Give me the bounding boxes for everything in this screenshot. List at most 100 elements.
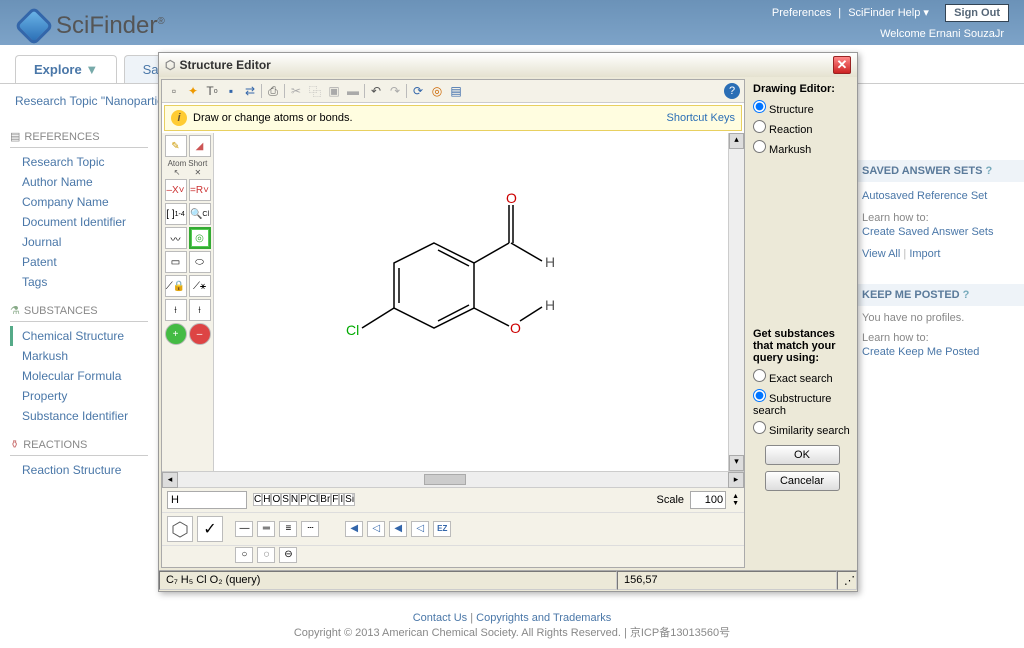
pencil-tool[interactable]: ✎ (165, 135, 187, 157)
sidebar-item-patent[interactable]: Patent (10, 252, 148, 272)
print-icon[interactable]: ⎙ (265, 83, 281, 99)
sidebar-item-substance-identifier[interactable]: Substance Identifier (10, 406, 148, 426)
mirror-h-tool[interactable]: ⟊ (189, 299, 211, 321)
match-option-0[interactable]: Exact search (753, 367, 851, 387)
lasso-rect-tool[interactable]: ▭ (165, 251, 187, 273)
lasso-free-tool[interactable]: ⬭ (189, 251, 211, 273)
new-icon[interactable]: ▫ (166, 83, 182, 99)
match-option-2[interactable]: Similarity search (753, 419, 851, 439)
sidebar-item-research-topic[interactable]: Research Topic (10, 152, 148, 172)
paste-icon[interactable]: ▣ (326, 83, 342, 99)
eraser-tool[interactable]: ◢ (189, 135, 211, 157)
search-ci-tool[interactable]: 🔍Cl (189, 203, 211, 225)
style-toggle[interactable]: ✓ (197, 516, 223, 542)
lock-tool[interactable]: ⟋🔒 (165, 275, 187, 297)
view-all-link[interactable]: View All (862, 246, 900, 262)
sidebar-item-journal[interactable]: Journal (10, 232, 148, 252)
delete-icon[interactable]: ▬ (345, 83, 361, 99)
logo[interactable]: SciFinder® (20, 12, 165, 40)
sidebar-item-property[interactable]: Property (10, 386, 148, 406)
x-tool[interactable]: –X˅ (165, 179, 187, 201)
text-icon[interactable]: To (204, 83, 220, 99)
sidebar-item-tags[interactable]: Tags (10, 272, 148, 292)
sidebar-item-company-name[interactable]: Company Name (10, 192, 148, 212)
scale-input[interactable] (690, 491, 726, 509)
drawing-canvas[interactable]: Cl O O H H ▴ ▾ (214, 133, 744, 471)
wedge1[interactable]: ◀ (345, 521, 363, 537)
atom-input[interactable] (167, 491, 247, 509)
drawing-editor-option-0[interactable]: Structure (753, 98, 851, 118)
ok-button[interactable]: OK (765, 445, 840, 465)
import-link[interactable]: Import (909, 246, 940, 262)
tab-explore[interactable]: Explore ▼ (15, 55, 117, 83)
ring-bond2[interactable]: ◌ (257, 547, 275, 563)
atom-c-button[interactable]: C (253, 493, 262, 506)
scale-up[interactable]: ▲ (732, 493, 739, 500)
shortcut-keys-link[interactable]: Shortcut Keys (667, 112, 735, 124)
drawing-editor-option-1[interactable]: Reaction (753, 118, 851, 138)
save-icon[interactable]: ▪ (223, 83, 239, 99)
help-link[interactable]: SciFinder Help ▾ (848, 7, 929, 19)
vertical-scrollbar[interactable]: ▴ ▾ (728, 133, 744, 471)
sidebar-item-molecular-formula[interactable]: Molecular Formula (10, 366, 148, 386)
sidebar-item-reaction-structure[interactable]: Reaction Structure (10, 460, 148, 480)
wedge3[interactable]: ◀ (389, 521, 407, 537)
sidebar-item-chemical-structure[interactable]: Chemical Structure (10, 326, 148, 346)
plus-tool[interactable]: + (165, 323, 187, 345)
bracket-tool[interactable]: [ ]1-4 (165, 203, 187, 225)
template-icon[interactable]: ◎ (429, 83, 445, 99)
r-tool[interactable]: =R˅ (189, 179, 211, 201)
autosaved-link[interactable]: Autosaved Reference Set (862, 188, 1016, 204)
ring-bond3[interactable]: ⊖ (279, 547, 297, 563)
atom-si-button[interactable]: Si (344, 493, 355, 506)
sidebar-item-markush[interactable]: Markush (10, 346, 148, 366)
ring-tool[interactable]: ◎ (189, 227, 211, 249)
ez-button[interactable]: EZ (433, 521, 451, 537)
preferences-link[interactable]: Preferences (772, 7, 831, 19)
sign-out-button[interactable]: Sign Out (945, 4, 1009, 22)
wedge2[interactable]: ◁ (367, 521, 385, 537)
scroll-left-arrow[interactable]: ◂ (162, 472, 178, 488)
copy-icon[interactable]: ⿻ (307, 83, 323, 99)
create-keep-link[interactable]: Create Keep Me Posted (862, 344, 1016, 360)
ring-bond1[interactable]: ○ (235, 547, 253, 563)
atom-n-button[interactable]: N (290, 493, 299, 506)
unlock-tool[interactable]: ⟋⚹ (189, 275, 211, 297)
atom-o-button[interactable]: O (271, 493, 281, 506)
minus-tool[interactable]: – (189, 323, 211, 345)
create-saved-link[interactable]: Create Saved Answer Sets (862, 224, 1016, 240)
triple-bond[interactable]: ≡ (279, 521, 297, 537)
cut-icon[interactable]: ✂ (288, 83, 304, 99)
scale-down[interactable]: ▼ (732, 500, 739, 507)
cancel-button[interactable]: Cancelar (765, 471, 840, 491)
horizontal-scrollbar[interactable]: ◂ ▸ (162, 471, 744, 487)
drawing-editor-option-2[interactable]: Markush (753, 138, 851, 158)
redo-icon[interactable]: ↷ (387, 83, 403, 99)
transfer-icon[interactable]: ⇄ (242, 83, 258, 99)
single-bond[interactable]: — (235, 521, 253, 537)
dialog-title-bar[interactable]: ⬡ Structure Editor ✕ (159, 53, 857, 77)
refresh-icon[interactable]: ⟳ (410, 83, 426, 99)
contact-link[interactable]: Contact Us (413, 612, 467, 624)
atom-cl-button[interactable]: Cl (308, 493, 319, 506)
wedge4[interactable]: ◁ (411, 521, 429, 537)
mirror-v-tool[interactable]: ⟊ (165, 299, 187, 321)
match-option-1[interactable]: Substructure search (753, 387, 851, 419)
atom-s-button[interactable]: S (281, 493, 290, 506)
resize-grip[interactable]: ⋰ (837, 571, 857, 590)
hexagon-template[interactable] (167, 516, 193, 542)
sidebar-item-author-name[interactable]: Author Name (10, 172, 148, 192)
atom-br-button[interactable]: Br (319, 493, 331, 506)
atom-p-button[interactable]: P (299, 493, 308, 506)
chain-tool[interactable]: 〰 (165, 227, 187, 249)
double-bond[interactable]: ═ (257, 521, 275, 537)
close-button[interactable]: ✕ (833, 56, 851, 74)
scroll-right-arrow[interactable]: ▸ (728, 472, 744, 488)
undo-icon[interactable]: ↶ (368, 83, 384, 99)
list-icon[interactable]: ▤ (448, 83, 464, 99)
open-icon[interactable]: ✦ (185, 83, 201, 99)
sidebar-item-document-identifier[interactable]: Document Identifier (10, 212, 148, 232)
copyright-link[interactable]: Copyrights and Trademarks (476, 612, 611, 624)
dashed-bond[interactable]: ┄ (301, 521, 319, 537)
help-icon[interactable]: ? (724, 83, 740, 99)
